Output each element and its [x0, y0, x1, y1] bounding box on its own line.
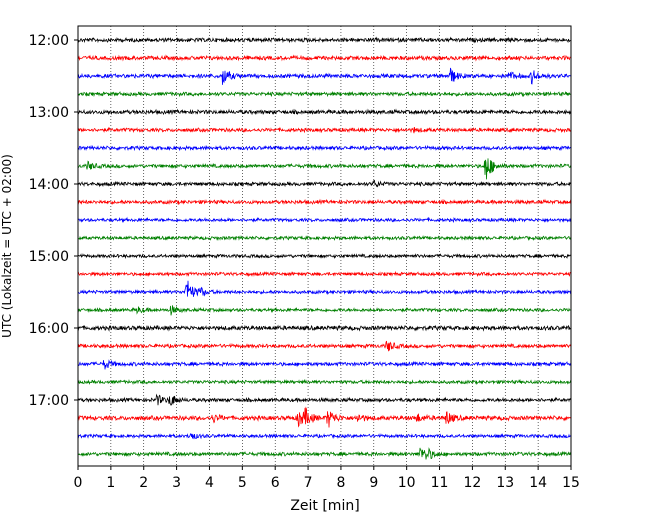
- y-axis-label: UTC (Lokalzeit = UTC + 02:00): [0, 154, 14, 338]
- trace-1230: [77, 67, 572, 85]
- x-axis-ticks: 0 1 2 3 4 5 6 7 8 9 10 11 12 13 14 15: [74, 466, 580, 491]
- trace-1330: [77, 144, 572, 152]
- vertical-grid: [110, 26, 539, 466]
- trace-1430: [77, 216, 572, 224]
- x-tick-label: 10: [398, 475, 416, 491]
- x-tick-label: 2: [139, 475, 148, 491]
- trace-1730: [77, 432, 572, 440]
- seismic-traces: [77, 36, 572, 460]
- trace-1200: [77, 36, 572, 44]
- trace-1630: [77, 359, 572, 370]
- x-axis-label: Zeit [min]: [290, 498, 359, 514]
- trace-1215: [77, 54, 572, 62]
- x-tick-label: 3: [172, 475, 181, 491]
- trace-1300: [77, 108, 572, 116]
- trace-1515: [77, 270, 572, 278]
- x-tick-label: 5: [238, 475, 247, 491]
- trace-1530: [77, 280, 572, 297]
- plot-frame: [77, 25, 572, 467]
- y-tick-label: 17:00: [29, 393, 69, 409]
- trace-1415: [77, 198, 572, 206]
- trace-1645: [77, 378, 572, 385]
- y-tick-label: 13:00: [29, 105, 69, 121]
- trace-1545: [77, 305, 572, 316]
- y-tick-label: 14:00: [29, 177, 69, 193]
- trace-1715: [77, 406, 572, 428]
- trace-1345: [77, 158, 572, 180]
- x-tick-label: 4: [205, 475, 214, 491]
- x-tick-label: 0: [74, 475, 83, 491]
- x-tick-label: 8: [336, 475, 345, 491]
- y-tick-label: 15:00: [29, 249, 69, 265]
- x-tick-label: 9: [369, 475, 378, 491]
- trace-1500: [77, 252, 572, 260]
- x-tick-label: 12: [463, 475, 481, 491]
- trace-1700: [77, 393, 572, 406]
- x-tick-label: 14: [529, 475, 547, 491]
- y-tick-label: 12:00: [29, 33, 69, 49]
- x-tick-label: 15: [562, 475, 580, 491]
- trace-1600: [77, 324, 572, 332]
- trace-1615: [77, 340, 572, 352]
- trace-1445: [77, 234, 572, 242]
- y-axis-ticks: 12:00 13:00 14:00 15:00 16:00 17:00: [29, 33, 78, 409]
- x-tick-label: 7: [304, 475, 313, 491]
- x-tick-label: 1: [106, 475, 115, 491]
- trace-1245: [77, 90, 572, 98]
- x-tick-label: 11: [431, 475, 449, 491]
- x-tick-label: 13: [496, 475, 514, 491]
- trace-1315: [77, 126, 572, 134]
- x-tick-label: 6: [271, 475, 280, 491]
- trace-1745: [77, 447, 572, 460]
- y-tick-label: 16:00: [29, 321, 69, 337]
- trace-1400: [77, 179, 572, 188]
